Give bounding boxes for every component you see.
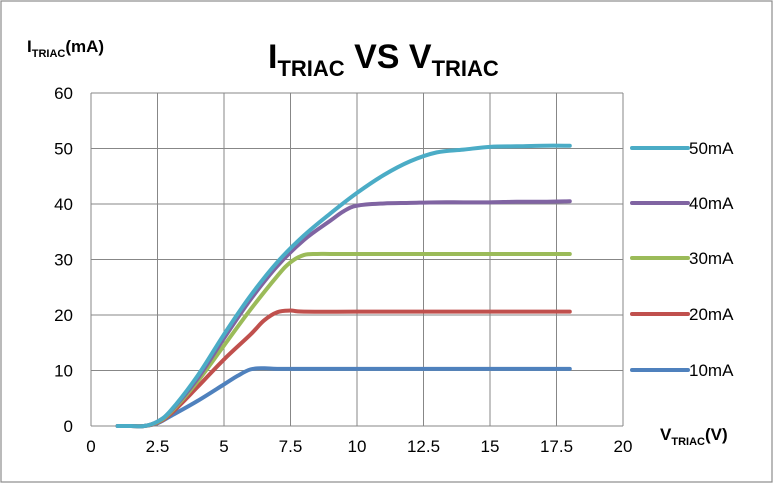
y-tick-label: 10	[54, 362, 73, 381]
y-tick-label: 60	[54, 84, 73, 103]
x-tick-label: 17.5	[540, 437, 573, 456]
legend-label: 30mA	[689, 249, 734, 268]
x-tick-label: 20	[614, 437, 633, 456]
y-tick-label: 50	[54, 140, 73, 159]
y-tick-label: 0	[64, 417, 73, 436]
x-tick-labels: 0 2.5 5 7.5 10 12.5 15 17.5 20	[86, 437, 632, 456]
x-tick-label: 5	[219, 437, 228, 456]
x-tick-label: 10	[348, 437, 367, 456]
legend-label: 50mA	[689, 139, 734, 158]
y-tick-label: 20	[54, 306, 73, 325]
x-tick-label: 15	[481, 437, 500, 456]
y-tick-label: 40	[54, 195, 73, 214]
x-tick-label: 12.5	[407, 437, 440, 456]
legend-label: 40mA	[689, 194, 734, 213]
y-tick-label: 30	[54, 251, 73, 270]
x-tick-label: 2.5	[146, 437, 170, 456]
legend-label: 20mA	[689, 305, 734, 324]
x-tick-label: 0	[86, 437, 95, 456]
x-tick-label: 7.5	[279, 437, 303, 456]
legend-label: 10mA	[689, 361, 734, 380]
